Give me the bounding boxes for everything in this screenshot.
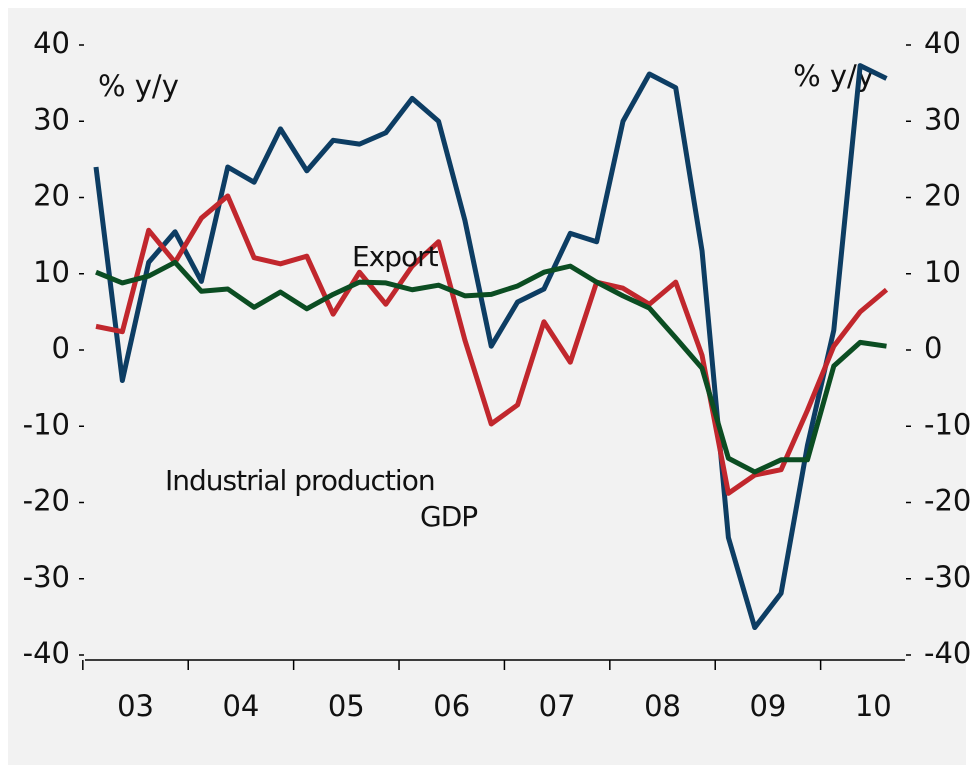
y2-tick-label: -20: [924, 484, 971, 518]
y-tick-label: -10: [23, 407, 70, 441]
y2-tick-label: -10: [924, 407, 971, 441]
y2-tick-label: 20: [924, 179, 961, 213]
y-axis-label: % y/y: [98, 69, 179, 103]
x-tick-label: 03: [117, 689, 154, 723]
series-label: Industrial production: [165, 464, 435, 497]
background: [8, 8, 966, 765]
y-tick-label: 20: [33, 179, 70, 213]
y2-tick-label: -30: [924, 560, 971, 594]
y2-tick-label: 0: [924, 331, 942, 365]
series-label: Export: [352, 240, 439, 273]
y2-tick-label: 40: [924, 26, 961, 60]
x-tick-label: 09: [749, 689, 786, 723]
y-tick-label: 30: [33, 102, 70, 136]
x-tick-label: 08: [644, 689, 681, 723]
y2-tick-label: 10: [924, 255, 961, 289]
y2-tick-label: -40: [924, 636, 971, 670]
x-tick-label: 04: [222, 689, 259, 723]
y-tick-label: -40: [23, 636, 70, 670]
x-tick-label: 05: [328, 689, 365, 723]
series-label: GDP: [420, 500, 477, 533]
x-tick-label: 10: [855, 689, 892, 723]
y-tick-label: 0: [52, 331, 70, 365]
y-tick-label: 40: [33, 26, 70, 60]
y-tick-label: -30: [23, 560, 70, 594]
series-line: [95, 193, 889, 496]
y2-tick-label: 30: [924, 102, 961, 136]
series-line: [93, 63, 888, 631]
x-tick-label: 06: [433, 689, 470, 723]
x-tick-label: 07: [539, 689, 576, 723]
series-line: [95, 259, 887, 475]
y-tick-label: 10: [33, 255, 70, 289]
y-tick-label: -20: [23, 484, 70, 518]
